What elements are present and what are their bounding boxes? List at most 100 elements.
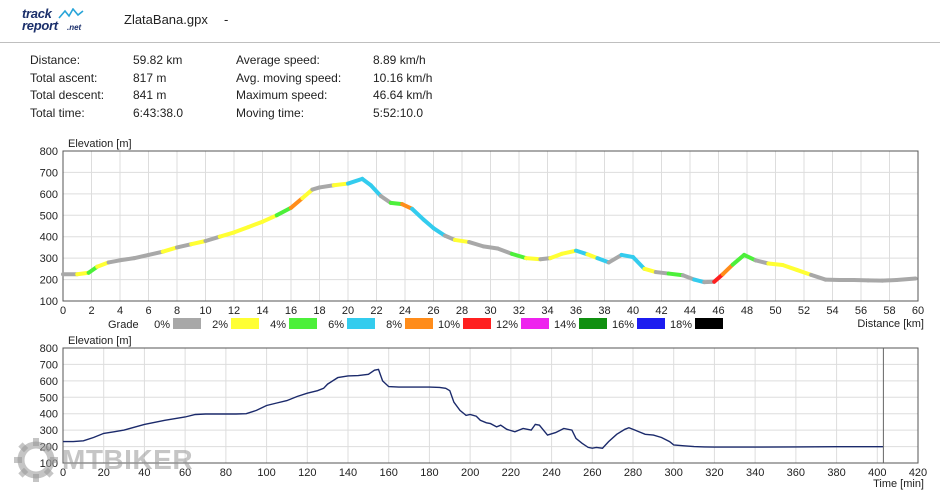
logo-text-net: .net bbox=[67, 23, 82, 32]
gear-icon bbox=[14, 438, 58, 482]
watermark-text: MTBIKER bbox=[62, 444, 194, 475]
stats-values-left: 59.82 km 817 m 841 m 6:43:38.0 bbox=[133, 52, 183, 122]
x-tick-label: 80 bbox=[220, 467, 232, 479]
elevation-segment bbox=[730, 252, 747, 267]
x-tick-label: 30 bbox=[484, 305, 496, 317]
x-tick-label: 60 bbox=[912, 305, 924, 317]
stat-label: Total time: bbox=[30, 105, 85, 120]
legend-label: 4% bbox=[270, 319, 286, 331]
elevation-segment bbox=[274, 205, 293, 218]
x-tick-label: 360 bbox=[787, 467, 805, 479]
y-tick-label: 700 bbox=[40, 359, 58, 371]
x-tick-label: 180 bbox=[420, 467, 438, 479]
elevation-segment bbox=[742, 252, 758, 263]
x-tick-label: 40 bbox=[627, 305, 639, 317]
x-tick-label: 42 bbox=[655, 305, 667, 317]
legend-label: 2% bbox=[212, 319, 228, 331]
x-tick-label: 18 bbox=[313, 305, 325, 317]
x-tick-label: 48 bbox=[741, 305, 753, 317]
elevation-segment bbox=[410, 206, 426, 222]
legend-swatch bbox=[463, 318, 491, 329]
y-tick-label: 500 bbox=[40, 392, 58, 404]
y-tick-label: 400 bbox=[40, 232, 58, 244]
x-tick-label: 26 bbox=[427, 305, 439, 317]
x-tick-label: 6 bbox=[145, 305, 151, 317]
legend-label: 12% bbox=[496, 319, 518, 331]
legend-swatch bbox=[405, 318, 433, 329]
x-tick-label: 12 bbox=[228, 305, 240, 317]
x-tick-label: 280 bbox=[624, 467, 642, 479]
stat-label: Distance: bbox=[30, 53, 81, 67]
elevation-segment bbox=[260, 213, 279, 224]
stat-value: 10.16 km/h bbox=[373, 70, 433, 85]
stat-label: Total ascent: bbox=[30, 70, 98, 85]
x-tick-label: 54 bbox=[826, 305, 838, 317]
elevation-segment bbox=[653, 270, 671, 276]
elevation-time-chart: 1002003004005006007008000204060801001201… bbox=[40, 335, 928, 490]
x-tick-label: 160 bbox=[380, 467, 398, 479]
mountain-logo-icon bbox=[58, 8, 84, 19]
stat-value: 46.64 km/h bbox=[373, 88, 433, 102]
y-axis-label: Elevation [m] bbox=[68, 138, 132, 150]
legend-label: 10% bbox=[438, 319, 460, 331]
y-tick-label: 100 bbox=[40, 296, 58, 308]
legend-label: 14% bbox=[554, 319, 576, 331]
y-tick-label: 200 bbox=[40, 275, 58, 287]
stat-value: 817 m bbox=[133, 70, 167, 85]
legend-swatch bbox=[347, 318, 375, 329]
x-tick-label: 60 bbox=[179, 467, 191, 479]
elevation-segment bbox=[421, 217, 436, 231]
legend-swatch bbox=[289, 318, 317, 329]
y-tick-label: 500 bbox=[40, 210, 58, 222]
x-tick-label: 100 bbox=[257, 467, 275, 479]
elevation-segment bbox=[666, 271, 685, 278]
x-tick-label: 36 bbox=[570, 305, 582, 317]
x-tick-label: 140 bbox=[339, 467, 357, 479]
legend-label: 16% bbox=[612, 319, 634, 331]
file-name: ZlataBana.gpx bbox=[124, 12, 208, 27]
stat-label: Maximum speed: bbox=[236, 88, 328, 102]
x-tick-label: 320 bbox=[705, 467, 723, 479]
legend-label: 8% bbox=[386, 319, 402, 331]
elevation-segment bbox=[246, 219, 265, 230]
elevation-segment bbox=[132, 252, 151, 261]
stat-label: Avg. moving speed: bbox=[236, 70, 342, 85]
x-tick-label: 4 bbox=[117, 305, 123, 317]
elevation-segment bbox=[232, 225, 251, 235]
elevation-segment bbox=[118, 256, 137, 263]
elevation-line bbox=[63, 368, 884, 449]
elevation-segment bbox=[160, 245, 179, 254]
mtbiker-watermark: MTBIKER bbox=[12, 436, 232, 484]
y-tick-label: 700 bbox=[40, 167, 58, 179]
y-tick-label: 300 bbox=[40, 425, 58, 437]
elevation-segment bbox=[524, 256, 543, 262]
elevation-segment bbox=[368, 183, 383, 198]
x-tick-label: 240 bbox=[542, 467, 560, 479]
x-tick-label: 10 bbox=[199, 305, 211, 317]
stat-label: Average speed: bbox=[236, 53, 320, 67]
stat-value: 8.89 km/h bbox=[373, 53, 426, 67]
x-tick-label: 200 bbox=[461, 467, 479, 479]
x-axis-label: Time [min] bbox=[873, 478, 924, 490]
elevation-segment bbox=[346, 176, 365, 186]
legend-swatch bbox=[231, 318, 259, 329]
x-tick-label: 28 bbox=[456, 305, 468, 317]
legend-swatch bbox=[521, 318, 549, 329]
elevation-segment bbox=[378, 194, 393, 205]
stat-label: Total descent: bbox=[30, 88, 105, 102]
elevation-segment bbox=[606, 252, 624, 265]
x-tick-label: 32 bbox=[513, 305, 525, 317]
x-tick-label: 16 bbox=[285, 305, 297, 317]
elevation-segment bbox=[894, 276, 918, 282]
stats-labels-right: Average speed: Avg. moving speed: Maximu… bbox=[236, 52, 341, 122]
legend-swatch bbox=[637, 318, 665, 329]
trackreport-logo[interactable]: track report .net bbox=[22, 6, 92, 36]
x-tick-label: 260 bbox=[583, 467, 601, 479]
x-tick-label: 120 bbox=[298, 467, 316, 479]
elevation-segment bbox=[753, 258, 771, 266]
legend-label: 0% bbox=[154, 319, 170, 331]
elevation-segment bbox=[495, 246, 514, 256]
elevation-segment bbox=[880, 278, 899, 283]
x-tick-label: 20 bbox=[342, 305, 354, 317]
